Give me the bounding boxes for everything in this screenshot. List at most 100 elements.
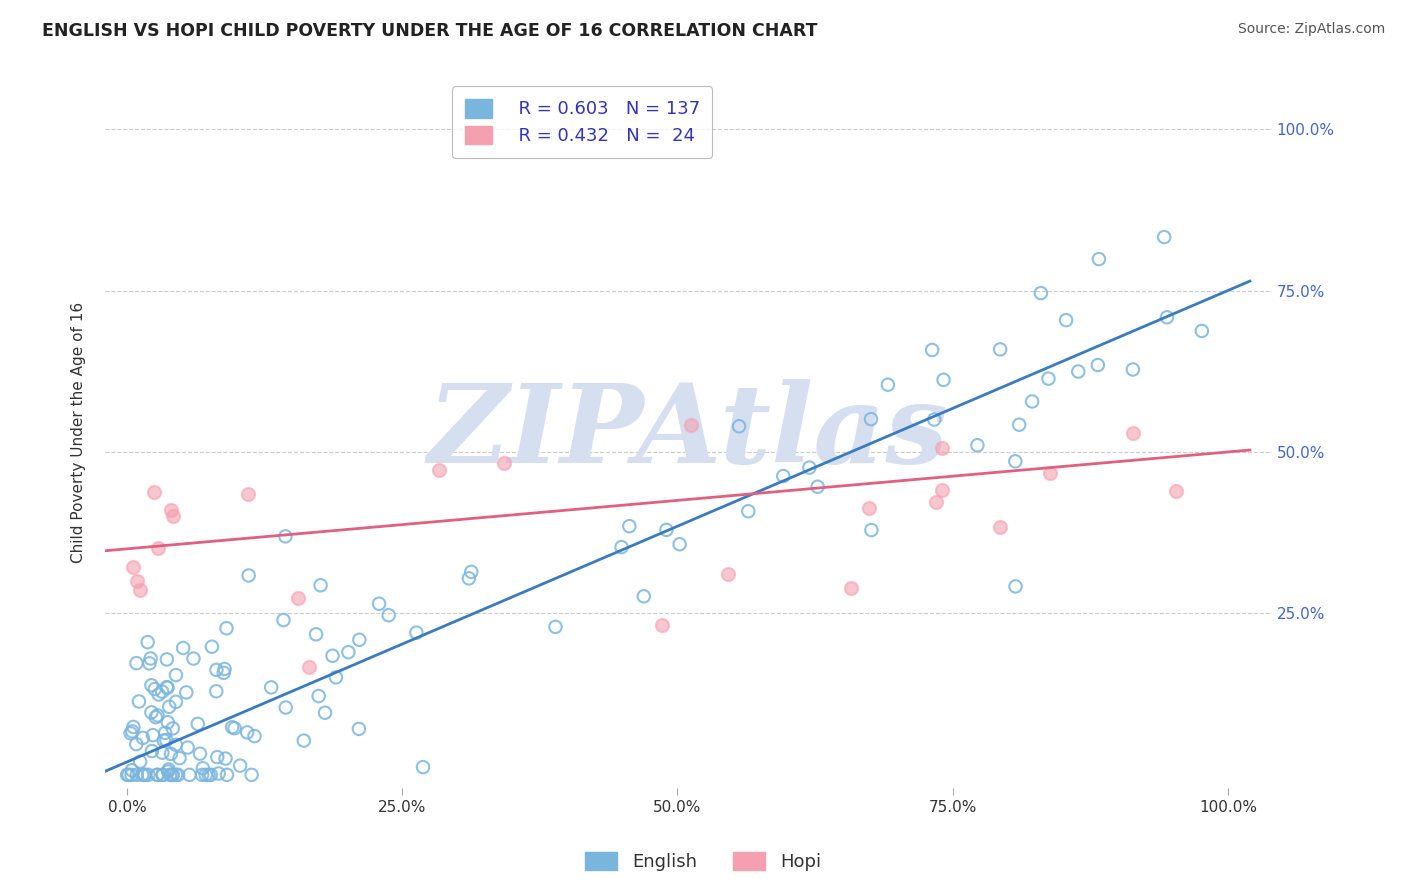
Point [165,768,187,782]
Point [377,608,399,623]
Point [122,559,145,574]
Point [1004,579,1026,593]
Point [156,715,179,730]
Point [138,768,160,782]
Point [347,722,370,736]
Point [197,768,219,782]
Point [325,670,347,684]
Point [799,460,821,475]
Point [160,503,183,517]
Point [305,627,328,641]
Legend:   R = 0.603   N = 137,   R = 0.432   N =  24: R = 0.603 N = 137, R = 0.432 N = 24 [453,87,713,158]
Point [188,747,211,761]
Point [142,728,165,742]
Point [877,377,900,392]
Point [129,582,152,597]
Point [165,695,187,709]
Point [229,758,252,772]
Point [860,523,883,537]
Point [274,529,297,543]
Point [931,442,953,456]
Point [200,768,222,782]
Point [1087,358,1109,372]
Point [138,657,160,671]
Point [988,343,1011,357]
Point [405,625,427,640]
Text: Source: ZipAtlas.com: Source: ZipAtlas.com [1237,22,1385,37]
Point [165,668,187,682]
Point [122,720,145,734]
Point [157,763,180,777]
Point [236,487,259,501]
Point [1067,364,1090,378]
Point [1122,362,1144,376]
Point [156,681,179,695]
Point [221,720,243,734]
Point [212,665,235,680]
Point [205,663,228,677]
Point [651,618,673,632]
Point [215,621,238,635]
Point [807,480,830,494]
Point [240,768,263,782]
Point [274,700,297,714]
Point [169,751,191,765]
Point [152,768,174,782]
Point [236,725,259,739]
Point [1038,371,1060,385]
Point [1029,286,1052,301]
Point [176,740,198,755]
Point [160,747,183,761]
Point [157,699,180,714]
Point [1164,483,1187,498]
Point [292,733,315,747]
Legend: English, Hopi: English, Hopi [578,845,828,879]
Point [146,541,169,555]
Point [728,419,751,434]
Point [205,684,228,698]
Point [183,651,205,665]
Point [457,571,479,585]
Point [737,504,759,518]
Point [141,678,163,692]
Point [839,581,862,595]
Point [238,568,260,582]
Point [922,412,945,426]
Point [243,729,266,743]
Point [668,537,690,551]
Point [125,768,148,782]
Point [966,438,988,452]
Point [125,656,148,670]
Point [544,620,567,634]
Point [131,768,153,782]
Point [134,768,156,782]
Point [162,768,184,782]
Point [1004,454,1026,468]
Point [118,768,141,782]
Point [858,501,880,516]
Point [309,578,332,592]
Point [167,768,190,782]
Point [152,746,174,760]
Point [314,706,336,720]
Point [308,689,330,703]
Point [125,574,148,588]
Point [121,724,143,739]
Point [201,640,224,654]
Point [273,613,295,627]
Point [921,343,943,357]
Point [194,768,217,782]
Point [931,483,953,497]
Point [427,463,450,477]
Point [150,684,173,698]
Point [162,722,184,736]
Point [141,706,163,720]
Point [1191,324,1213,338]
Point [925,495,948,509]
Point [153,726,176,740]
Point [610,540,633,554]
Point [132,731,155,745]
Point [1088,252,1111,266]
Point [988,520,1011,534]
Point [1156,310,1178,325]
